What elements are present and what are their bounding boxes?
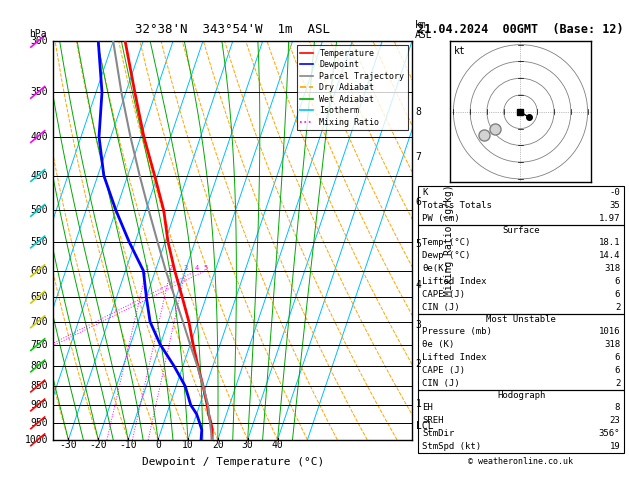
Text: 550: 550 <box>30 237 48 247</box>
Text: 700: 700 <box>30 317 48 327</box>
Text: θe(K): θe(K) <box>422 264 449 273</box>
Text: CAPE (J): CAPE (J) <box>422 290 465 299</box>
Text: 5: 5 <box>416 239 421 249</box>
Text: 21.04.2024  00GMT  (Base: 12): 21.04.2024 00GMT (Base: 12) <box>417 23 624 36</box>
Text: 8: 8 <box>615 403 620 413</box>
Text: 2: 2 <box>615 303 620 312</box>
Text: StmDir: StmDir <box>422 429 454 438</box>
Text: Dewp (°C): Dewp (°C) <box>422 251 470 260</box>
Text: Most Unstable: Most Unstable <box>486 315 556 324</box>
Text: 2: 2 <box>615 379 620 388</box>
Text: 23: 23 <box>610 416 620 425</box>
Legend: Temperature, Dewpoint, Parcel Trajectory, Dry Adiabat, Wet Adiabat, Isotherm, Mi: Temperature, Dewpoint, Parcel Trajectory… <box>297 46 408 130</box>
Text: CIN (J): CIN (J) <box>422 303 460 312</box>
Text: 800: 800 <box>30 361 48 371</box>
Text: 35: 35 <box>610 201 620 210</box>
Text: Pressure (mb): Pressure (mb) <box>422 327 492 336</box>
Text: 900: 900 <box>30 400 48 410</box>
Text: 6: 6 <box>615 353 620 362</box>
Text: Dewpoint / Temperature (°C): Dewpoint / Temperature (°C) <box>142 456 324 467</box>
Text: 10: 10 <box>182 440 194 450</box>
Text: CAPE (J): CAPE (J) <box>422 366 465 375</box>
Text: Lifted Index: Lifted Index <box>422 353 487 362</box>
Text: 750: 750 <box>30 340 48 349</box>
Text: 14.4: 14.4 <box>599 251 620 260</box>
Text: 600: 600 <box>30 266 48 276</box>
Text: 6: 6 <box>615 366 620 375</box>
Text: km
ASL: km ASL <box>415 20 433 40</box>
Text: Temp (°C): Temp (°C) <box>422 238 470 247</box>
Text: 20: 20 <box>212 440 224 450</box>
Text: 1: 1 <box>416 399 421 409</box>
Text: 318: 318 <box>604 340 620 349</box>
Text: 500: 500 <box>30 206 48 215</box>
Text: 318: 318 <box>604 264 620 273</box>
Text: Totals Totals: Totals Totals <box>422 201 492 210</box>
Text: 300: 300 <box>30 36 48 46</box>
Text: -0: -0 <box>610 188 620 197</box>
Text: CIN (J): CIN (J) <box>422 379 460 388</box>
Text: 350: 350 <box>30 87 48 97</box>
Text: 40: 40 <box>272 440 284 450</box>
Text: LCL: LCL <box>416 420 433 431</box>
Text: 1016: 1016 <box>599 327 620 336</box>
Text: 450: 450 <box>30 171 48 180</box>
Text: θe (K): θe (K) <box>422 340 454 349</box>
Text: 6: 6 <box>416 197 421 207</box>
Text: 2: 2 <box>416 359 421 369</box>
Text: StmSpd (kt): StmSpd (kt) <box>422 442 481 451</box>
Text: PW (cm): PW (cm) <box>422 214 460 223</box>
Text: 6: 6 <box>615 290 620 299</box>
Text: 30: 30 <box>242 440 253 450</box>
Text: EH: EH <box>422 403 433 413</box>
Text: 2: 2 <box>169 265 172 271</box>
Text: 1.97: 1.97 <box>599 214 620 223</box>
Text: 1000: 1000 <box>25 435 48 445</box>
Text: Mixing Ratio (g/kg): Mixing Ratio (g/kg) <box>444 185 454 296</box>
Text: -30: -30 <box>60 440 77 450</box>
Text: 356°: 356° <box>599 429 620 438</box>
Text: 32°38'N  343°54'W  1m  ASL: 32°38'N 343°54'W 1m ASL <box>135 23 330 36</box>
Text: 19: 19 <box>610 442 620 451</box>
Text: K: K <box>422 188 428 197</box>
Text: 3: 3 <box>183 265 187 271</box>
Text: 400: 400 <box>30 132 48 141</box>
Text: hPa: hPa <box>30 29 47 39</box>
Text: © weatheronline.co.uk: © weatheronline.co.uk <box>468 457 573 466</box>
Text: Surface: Surface <box>503 226 540 235</box>
Text: 18.1: 18.1 <box>599 238 620 247</box>
Text: 1: 1 <box>144 265 148 271</box>
Text: 950: 950 <box>30 418 48 428</box>
Text: 5: 5 <box>203 265 208 271</box>
Text: 6: 6 <box>615 277 620 286</box>
Text: -10: -10 <box>120 440 137 450</box>
Text: SREH: SREH <box>422 416 443 425</box>
Text: 8: 8 <box>416 106 421 117</box>
Text: 0: 0 <box>155 440 161 450</box>
Text: 650: 650 <box>30 292 48 302</box>
Text: Lifted Index: Lifted Index <box>422 277 487 286</box>
Text: 7: 7 <box>416 153 421 162</box>
Text: 3: 3 <box>416 320 421 330</box>
Text: kt: kt <box>454 46 466 55</box>
Text: 4: 4 <box>416 280 421 290</box>
Text: 4: 4 <box>194 265 199 271</box>
Text: -20: -20 <box>89 440 107 450</box>
Text: Hodograph: Hodograph <box>497 391 545 400</box>
Text: 850: 850 <box>30 381 48 391</box>
